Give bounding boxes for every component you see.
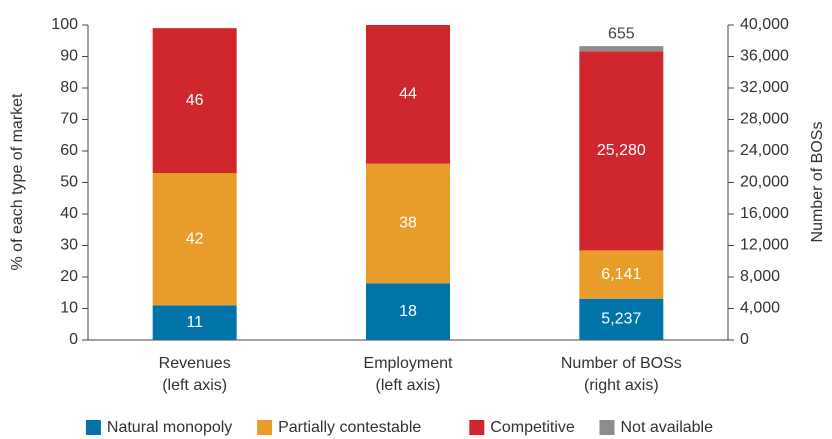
x-tick-label: (left axis) — [376, 377, 441, 394]
y2-tick-label: 36,000 — [740, 48, 789, 65]
data-label: 6,141 — [601, 266, 641, 283]
data-label: 5,237 — [601, 311, 641, 328]
y2-tick-label: 32,000 — [740, 79, 789, 96]
y-tick-label: 10 — [60, 300, 78, 317]
data-label: 46 — [186, 92, 204, 109]
y-tick-label: 20 — [60, 268, 78, 285]
data-label: 11 — [186, 314, 203, 331]
bar-segment — [366, 25, 450, 164]
y2-tick-label: 16,000 — [740, 205, 789, 222]
y-axis-label: % of each type of market — [9, 93, 26, 271]
data-label: 25,280 — [597, 142, 646, 159]
legend-label: Competitive — [490, 419, 575, 436]
y-tick-label: 100 — [51, 16, 78, 33]
legend-swatch — [257, 420, 273, 435]
y-tick-label: 40 — [60, 205, 78, 222]
y-tick-label: 90 — [60, 48, 78, 65]
y2-tick-label: 8,000 — [740, 268, 780, 285]
y-tick-label: 70 — [60, 111, 78, 128]
bar-segment — [152, 173, 237, 306]
x-tick-label: Number of BOSs — [561, 355, 682, 372]
bar-segment — [366, 163, 450, 284]
x-tick-label: Revenues — [159, 355, 231, 372]
y2-tick-label: 20,000 — [740, 174, 789, 191]
data-label: 44 — [399, 86, 417, 103]
bar-segment — [579, 250, 664, 299]
legend-label: Natural monopoly — [107, 419, 232, 436]
bar-segment — [579, 298, 664, 340]
y2-axis-label: Number of BOSs — [809, 122, 826, 243]
data-label: 42 — [186, 230, 204, 247]
y2-tick-label: 4,000 — [740, 300, 780, 317]
data-label: 38 — [399, 215, 417, 232]
bar-segment — [579, 51, 664, 251]
bar-segment — [579, 46, 664, 52]
y-tick-label: 30 — [60, 237, 78, 254]
y2-tick-label: 28,000 — [740, 111, 789, 128]
legend-label: Partially contestable — [278, 419, 421, 436]
legend-swatch — [599, 420, 615, 435]
x-tick-label: (right axis) — [584, 377, 659, 394]
bar-segment — [152, 28, 237, 174]
y2-tick-label: 0 — [740, 331, 749, 348]
y2-tick-label: 40,000 — [740, 16, 789, 33]
legend-swatch — [85, 420, 101, 435]
legend-label: Not available — [621, 419, 714, 436]
bar-segment — [366, 283, 450, 340]
data-label: 655 — [608, 25, 635, 42]
data-label: 18 — [399, 303, 417, 320]
y-tick-label: 80 — [60, 79, 78, 96]
bar-segment — [152, 305, 237, 340]
y-tick-label: 50 — [60, 174, 78, 191]
y2-tick-label: 12,000 — [740, 237, 789, 254]
y-tick-label: 60 — [60, 142, 78, 159]
x-tick-label: (left axis) — [162, 377, 227, 394]
x-tick-label: Employment — [364, 355, 453, 372]
legend-swatch — [469, 420, 485, 435]
y2-tick-label: 24,000 — [740, 142, 789, 159]
y-tick-label: 0 — [69, 331, 78, 348]
